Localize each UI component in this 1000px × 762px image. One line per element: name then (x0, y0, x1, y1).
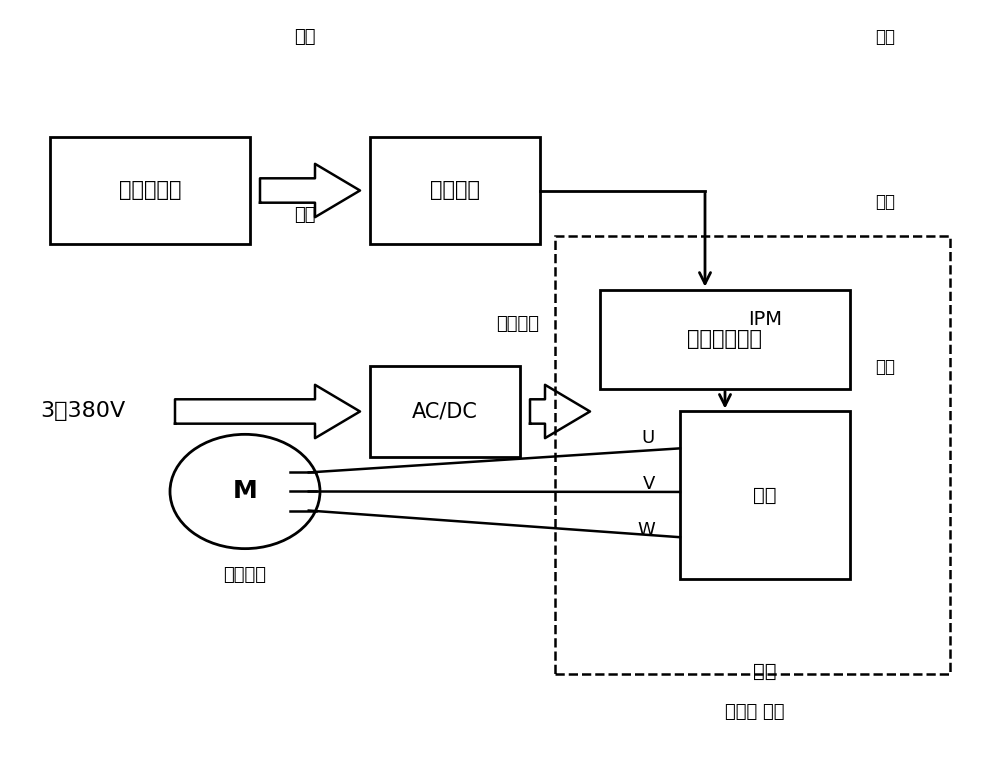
Text: IPM: IPM (748, 310, 782, 328)
Bar (555, 236, 950, 674)
Bar (680, 411, 850, 579)
Text: 压缩电机: 压缩电机 (224, 566, 266, 584)
Text: 变频器 模块: 变频器 模块 (725, 703, 785, 722)
Bar (370, 366, 520, 457)
Text: 模块: 模块 (753, 486, 777, 504)
Text: 单元: 单元 (753, 662, 777, 680)
Text: M: M (233, 479, 257, 504)
Text: 矢量控制单元: 矢量控制单元 (688, 329, 763, 349)
Text: 室外: 室外 (294, 27, 316, 46)
Circle shape (170, 434, 320, 549)
Text: 主控模块: 主控模块 (430, 181, 480, 200)
Bar (370, 137, 540, 244)
Bar (600, 290, 850, 389)
Text: 温度传感器: 温度传感器 (119, 181, 181, 200)
Text: 3～380V: 3～380V (40, 402, 125, 421)
Text: 可变: 可变 (875, 28, 895, 46)
Text: V: V (643, 475, 655, 493)
Text: 电流: 电流 (875, 357, 895, 376)
Bar (50, 137, 250, 244)
Text: W: W (637, 520, 655, 539)
Text: AC/DC: AC/DC (412, 402, 478, 421)
Text: 串行通讯: 串行通讯 (496, 315, 540, 333)
Text: U: U (642, 429, 655, 447)
Text: 加热: 加热 (875, 193, 895, 211)
Text: 温度: 温度 (294, 206, 316, 224)
